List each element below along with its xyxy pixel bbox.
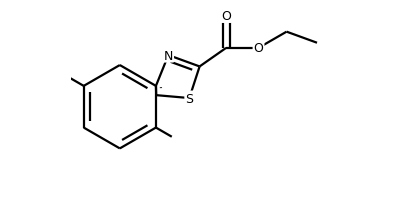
Text: S: S	[185, 92, 193, 105]
Text: O: O	[253, 42, 264, 55]
Text: N: N	[164, 49, 173, 62]
Text: O: O	[221, 10, 231, 23]
